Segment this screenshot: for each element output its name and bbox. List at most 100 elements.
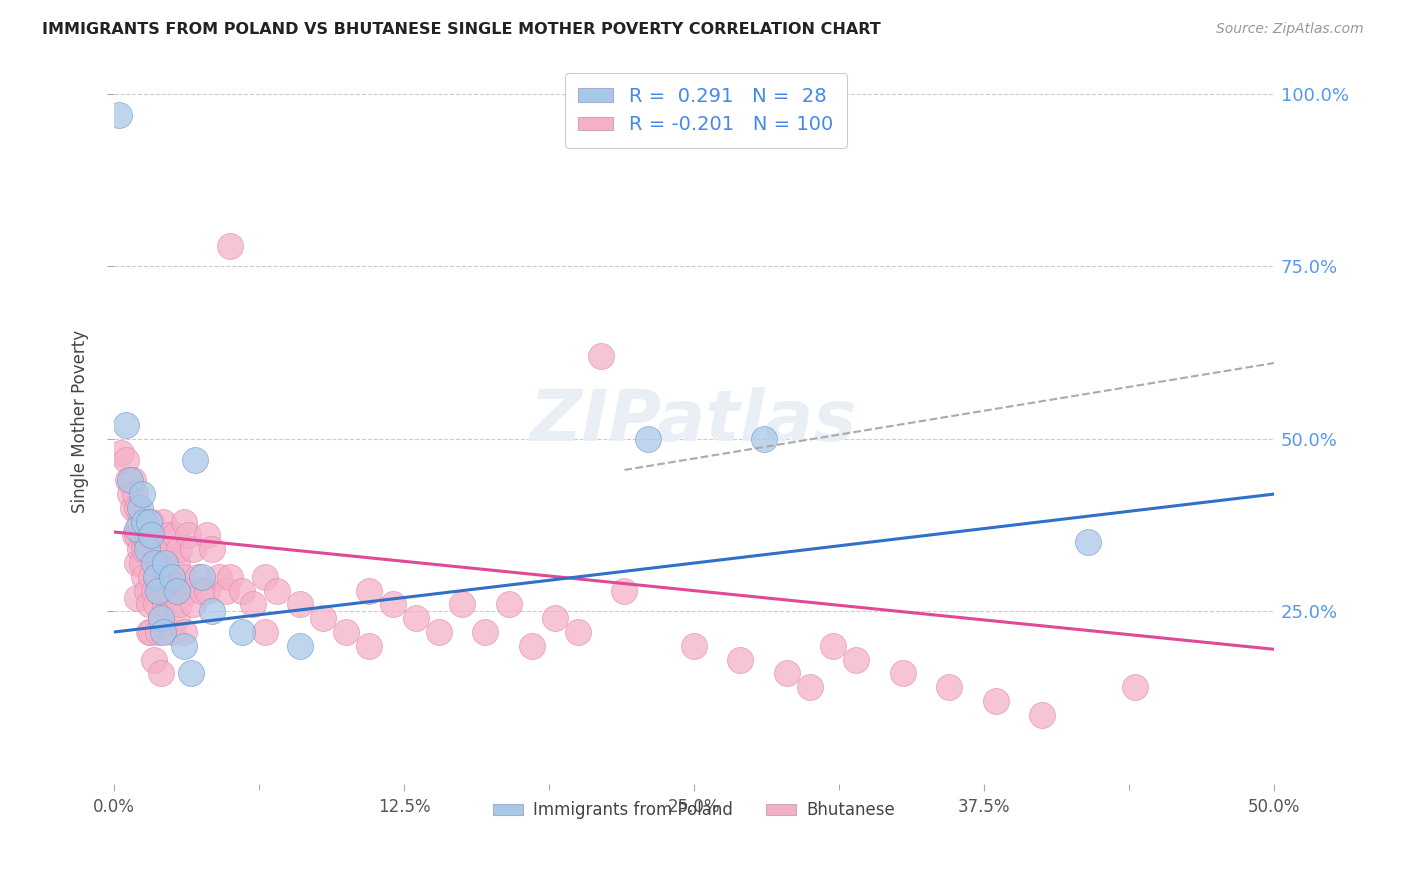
Point xyxy=(127,591,149,605)
Point xyxy=(142,652,165,666)
Point xyxy=(155,556,177,570)
Point xyxy=(231,583,253,598)
Point xyxy=(160,625,183,640)
Point xyxy=(167,598,190,612)
Point xyxy=(141,570,163,584)
Point xyxy=(128,515,150,529)
Point xyxy=(498,598,520,612)
Point xyxy=(335,625,357,640)
Point xyxy=(114,452,136,467)
Point xyxy=(201,542,224,557)
Point xyxy=(124,487,146,501)
Point xyxy=(427,625,450,640)
Point xyxy=(181,542,204,557)
Point xyxy=(191,570,214,584)
Point xyxy=(121,500,143,515)
Point xyxy=(152,515,174,529)
Point xyxy=(891,666,914,681)
Point xyxy=(187,570,209,584)
Point xyxy=(591,349,613,363)
Point xyxy=(184,452,207,467)
Point xyxy=(776,666,799,681)
Point xyxy=(148,625,170,640)
Point xyxy=(134,542,156,557)
Point xyxy=(121,473,143,487)
Point xyxy=(135,542,157,557)
Point xyxy=(149,666,172,681)
Point xyxy=(288,639,311,653)
Point xyxy=(1031,707,1053,722)
Point xyxy=(683,639,706,653)
Point xyxy=(938,680,960,694)
Point xyxy=(242,598,264,612)
Point xyxy=(613,583,636,598)
Point xyxy=(266,583,288,598)
Point xyxy=(173,625,195,640)
Point xyxy=(405,611,427,625)
Point xyxy=(155,542,177,557)
Point xyxy=(214,583,236,598)
Point xyxy=(120,473,142,487)
Point xyxy=(173,570,195,584)
Text: IMMIGRANTS FROM POLAND VS BHUTANESE SINGLE MOTHER POVERTY CORRELATION CHART: IMMIGRANTS FROM POLAND VS BHUTANESE SING… xyxy=(42,22,882,37)
Point xyxy=(135,535,157,549)
Point xyxy=(159,542,181,557)
Point xyxy=(156,528,179,542)
Point xyxy=(148,583,170,598)
Point xyxy=(124,528,146,542)
Point xyxy=(180,666,202,681)
Point xyxy=(149,611,172,625)
Point xyxy=(219,239,242,253)
Point xyxy=(195,528,218,542)
Point xyxy=(128,500,150,515)
Point xyxy=(127,500,149,515)
Point xyxy=(173,639,195,653)
Point xyxy=(359,639,381,653)
Point xyxy=(127,556,149,570)
Point xyxy=(160,570,183,584)
Point xyxy=(138,528,160,542)
Point xyxy=(131,556,153,570)
Point xyxy=(181,598,204,612)
Point xyxy=(141,625,163,640)
Text: ZIPatlas: ZIPatlas xyxy=(530,387,858,456)
Point xyxy=(823,639,845,653)
Point xyxy=(135,583,157,598)
Point xyxy=(148,570,170,584)
Point xyxy=(166,556,188,570)
Point xyxy=(163,583,186,598)
Point xyxy=(114,418,136,433)
Point xyxy=(312,611,335,625)
Point xyxy=(177,528,200,542)
Point xyxy=(163,528,186,542)
Point xyxy=(752,432,775,446)
Point xyxy=(799,680,821,694)
Point xyxy=(637,432,659,446)
Point xyxy=(110,446,132,460)
Point xyxy=(730,652,752,666)
Point xyxy=(120,487,142,501)
Point xyxy=(845,652,868,666)
Point xyxy=(138,598,160,612)
Point xyxy=(544,611,567,625)
Point xyxy=(145,598,167,612)
Point xyxy=(288,598,311,612)
Point xyxy=(520,639,543,653)
Point xyxy=(359,583,381,598)
Point xyxy=(156,583,179,598)
Point xyxy=(451,598,474,612)
Point xyxy=(138,625,160,640)
Point xyxy=(152,625,174,640)
Point xyxy=(131,528,153,542)
Point xyxy=(149,556,172,570)
Text: Source: ZipAtlas.com: Source: ZipAtlas.com xyxy=(1216,22,1364,37)
Point xyxy=(984,694,1007,708)
Point xyxy=(219,570,242,584)
Point xyxy=(142,528,165,542)
Point xyxy=(142,556,165,570)
Point xyxy=(191,583,214,598)
Point xyxy=(142,583,165,598)
Point xyxy=(567,625,589,640)
Point xyxy=(1123,680,1146,694)
Point xyxy=(167,542,190,557)
